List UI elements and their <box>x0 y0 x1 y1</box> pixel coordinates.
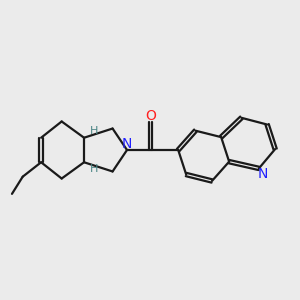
Text: O: O <box>145 109 156 123</box>
Text: N: N <box>257 167 268 181</box>
Text: H: H <box>90 126 98 136</box>
Text: N: N <box>122 137 132 152</box>
Text: H: H <box>90 164 98 174</box>
